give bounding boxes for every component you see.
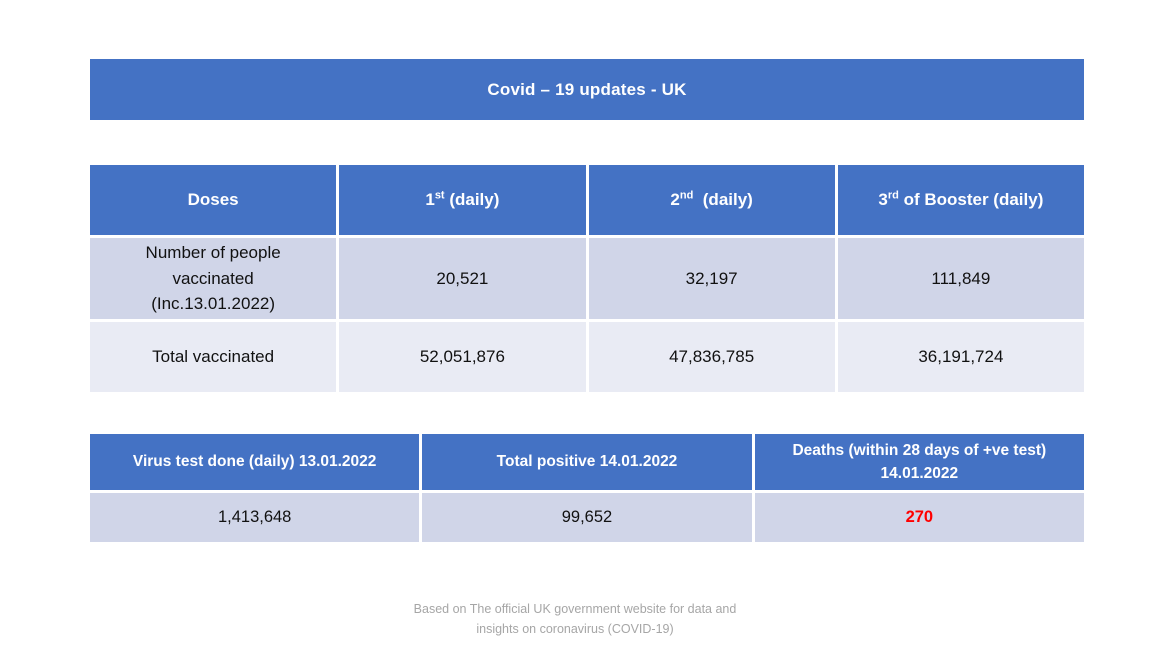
total-booster-dose-value: 36,191,724	[837, 322, 1084, 392]
positives-value: 99,652	[422, 493, 752, 542]
total-first-dose-value: 52,051,876	[339, 322, 586, 392]
vaccination-header-first-dose: 1st (daily)	[339, 165, 586, 235]
vaccination-header-doses: Doses	[90, 165, 337, 235]
tests-value: 1,413,648	[90, 493, 420, 542]
source-note: Based on The official UK government webs…	[413, 602, 737, 636]
daily-booster-dose-value: 111,849	[837, 238, 1084, 319]
stats-header-positives: Total positive 14.01.2022	[422, 434, 752, 490]
slide-title-bar: Covid – 19 updates - UK	[90, 59, 1084, 120]
daily-stats-table: Virus test done (daily) 13.01.2022 Total…	[90, 434, 1084, 542]
deaths-value: 270	[905, 508, 934, 527]
vaccination-table: Doses 1st (daily) 2nd (daily) 3rd of Boo…	[90, 165, 1084, 392]
total-second-dose-value: 47,836,785	[588, 322, 835, 392]
vaccination-header-booster-dose: 3rd of Booster (daily)	[837, 165, 1084, 235]
vaccination-header-second-dose: 2nd (daily)	[588, 165, 835, 235]
stats-header-deaths: Deaths (within 28 days of +ve test) 14.0…	[754, 434, 1084, 490]
row-label-daily-vaccinated: Number of people vaccinated (Inc.13.01.2…	[90, 238, 337, 319]
daily-second-dose-value: 32,197	[588, 238, 835, 319]
stats-header-tests: Virus test done (daily) 13.01.2022	[90, 434, 420, 490]
row-label-total-vaccinated: Total vaccinated	[90, 322, 337, 392]
slide-title: Covid – 19 updates - UK	[487, 79, 687, 99]
daily-first-dose-value: 20,521	[339, 238, 586, 319]
